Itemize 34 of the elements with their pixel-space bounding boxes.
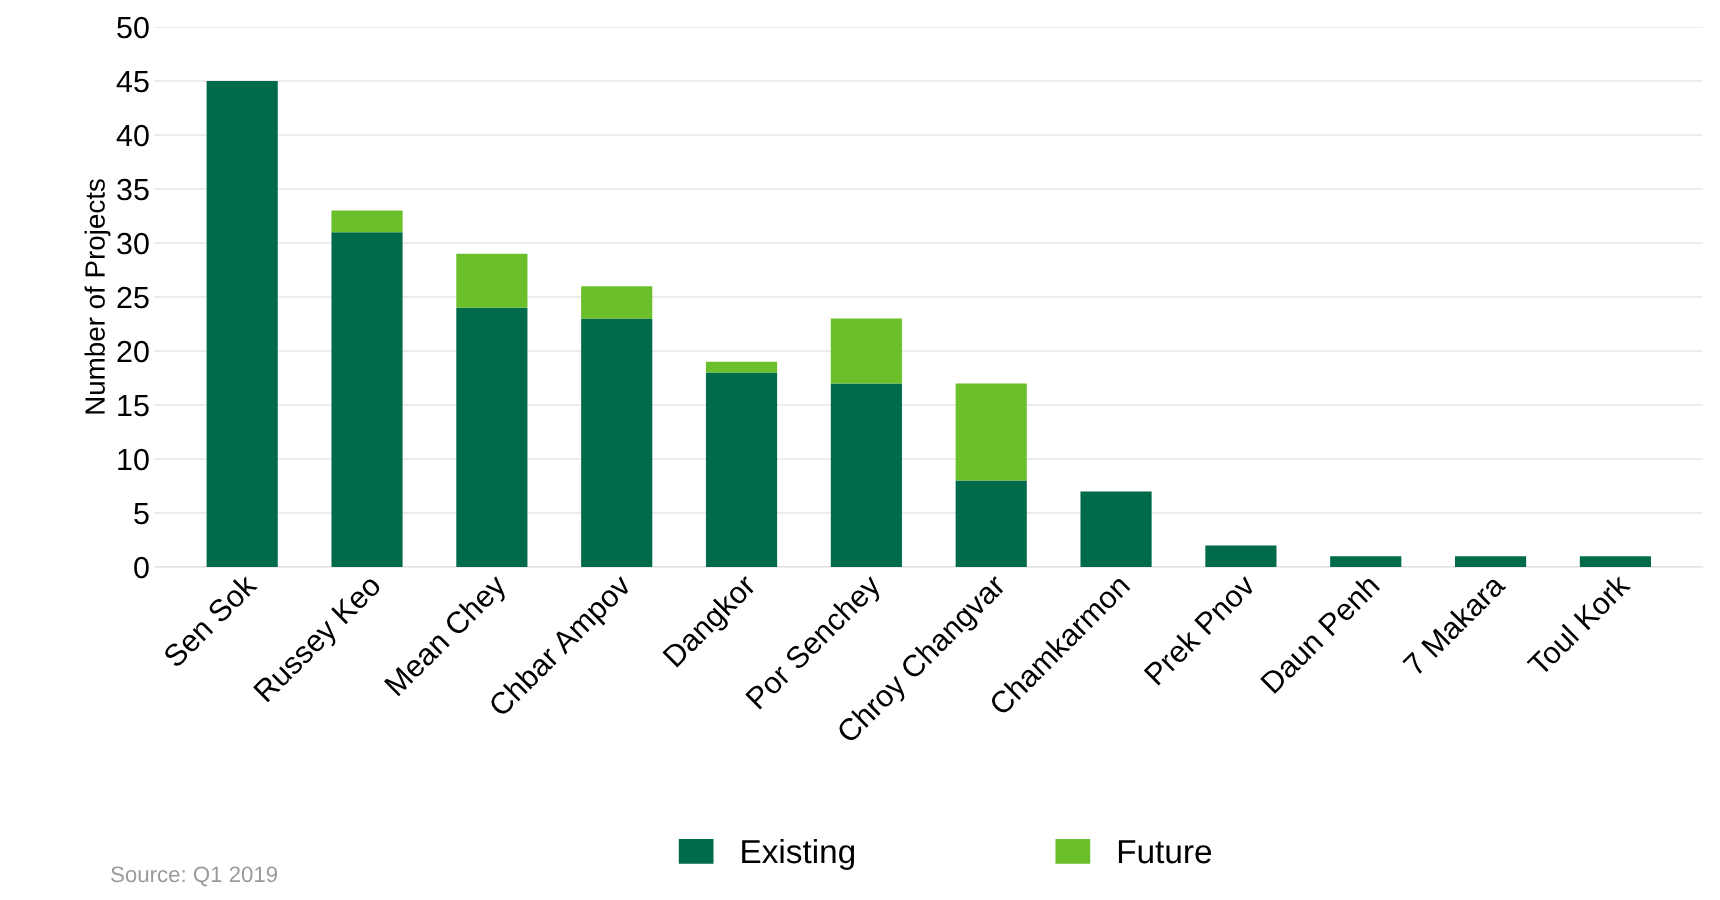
bar xyxy=(830,383,902,567)
y-tick-label: 25 xyxy=(117,286,149,309)
bar xyxy=(1455,556,1527,567)
y-tick-label: 35 xyxy=(117,178,149,201)
y-tick-label: 50 xyxy=(117,16,149,39)
bar xyxy=(705,361,778,373)
bar xyxy=(955,480,1027,567)
bar xyxy=(456,253,528,308)
bar xyxy=(705,372,778,567)
y-axis-title: Number of Projects xyxy=(84,179,111,414)
source-note: Source: Q1 2019 xyxy=(111,866,278,887)
y-tick-label: 40 xyxy=(116,124,149,147)
bar xyxy=(331,232,403,567)
x-tick-label: Sen Sok xyxy=(161,571,259,669)
y-tick-label: 0 xyxy=(134,556,149,579)
bar xyxy=(581,286,653,319)
y-tick-label: 10 xyxy=(118,448,149,471)
y-tick-label: 5 xyxy=(134,503,149,525)
bar xyxy=(955,383,1027,481)
y-tick-label: 20 xyxy=(117,340,149,363)
y-tick-label: 45 xyxy=(116,71,149,93)
bar xyxy=(830,318,902,384)
y-tick-label: 15 xyxy=(118,395,149,417)
y-tick-label: 30 xyxy=(117,232,149,255)
legend-label: Existing xyxy=(742,838,855,870)
bar xyxy=(1080,491,1152,567)
bar xyxy=(456,307,528,567)
bar xyxy=(1579,556,1651,567)
bar xyxy=(1330,556,1402,567)
bar xyxy=(1205,545,1277,567)
bar xyxy=(331,210,403,233)
legend-label: Future xyxy=(1118,840,1212,864)
bar xyxy=(581,318,653,567)
bar xyxy=(206,81,278,567)
